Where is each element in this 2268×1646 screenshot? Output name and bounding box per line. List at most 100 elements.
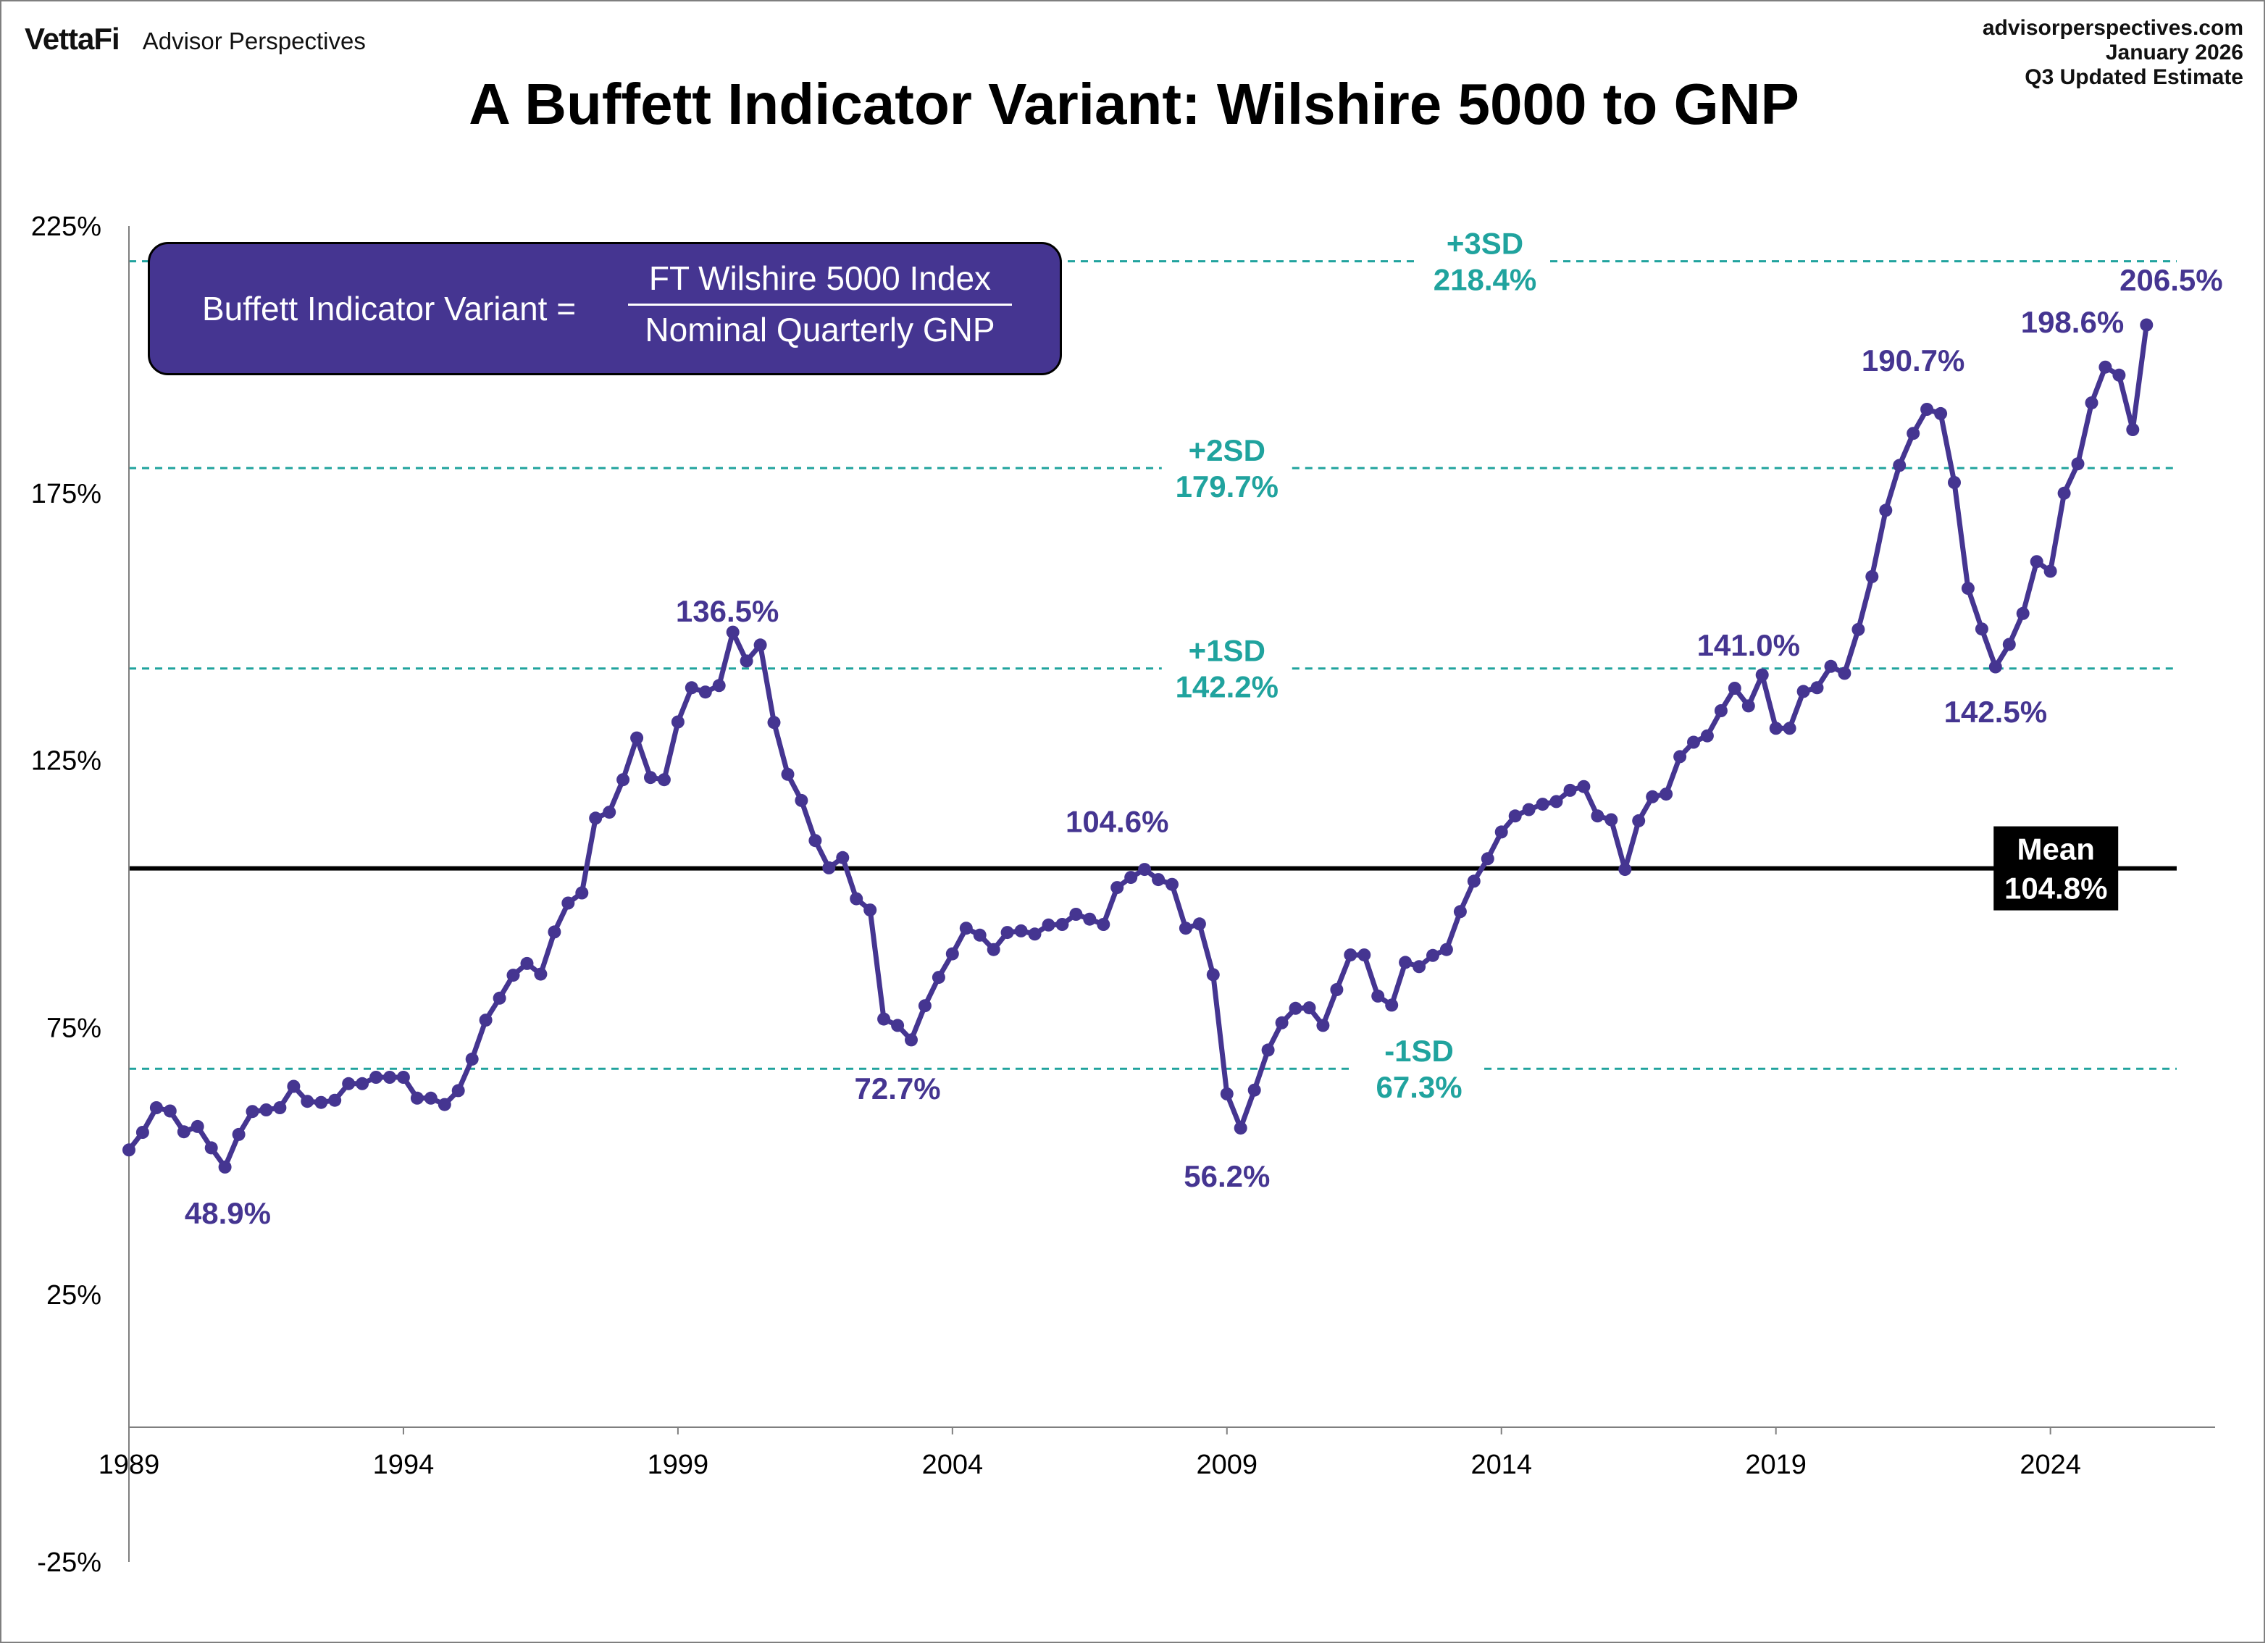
data-point bbox=[1783, 722, 1796, 735]
data-point bbox=[973, 928, 987, 942]
formula-box: Buffett Indicator Variant = FT Wilshire … bbox=[148, 242, 1062, 375]
data-point bbox=[1014, 924, 1028, 937]
sd-value-label: 179.7% bbox=[1176, 469, 1279, 504]
data-point bbox=[808, 834, 822, 848]
data-point bbox=[1166, 877, 1179, 891]
x-tick-label: 1994 bbox=[373, 1450, 435, 1480]
data-label: 104.6% bbox=[1066, 804, 1168, 838]
axes-layer: 225% 175% 125% 75% 25% -25% 1989 1994 1999 2004 20… bbox=[31, 212, 2215, 1578]
data-point bbox=[163, 1104, 177, 1118]
data-point bbox=[1385, 998, 1399, 1012]
data-point bbox=[369, 1071, 383, 1084]
data-point bbox=[2140, 318, 2154, 332]
data-label: 136.5% bbox=[676, 594, 779, 628]
data-point bbox=[905, 1033, 918, 1047]
data-point bbox=[204, 1141, 218, 1155]
y-tick-label: 75% bbox=[46, 1013, 101, 1043]
data-point bbox=[1508, 809, 1522, 823]
data-point bbox=[1399, 956, 1413, 969]
data-point bbox=[2071, 457, 2085, 471]
data-point bbox=[451, 1084, 465, 1098]
sd-label: +2SD bbox=[1189, 433, 1265, 467]
y-tick-label: -25% bbox=[37, 1547, 101, 1578]
data-label: 206.5% bbox=[2120, 263, 2222, 297]
formula-fraction: FT Wilshire 5000 Index Nominal Quarterly… bbox=[628, 259, 1012, 349]
y-tick-label: 175% bbox=[31, 479, 101, 509]
data-point bbox=[1810, 681, 1824, 695]
data-point bbox=[1453, 905, 1467, 919]
sd-label: +3SD bbox=[1447, 227, 1523, 261]
mean-value-label: 104.8% bbox=[2004, 872, 2107, 906]
report-date: January 2026 bbox=[2105, 41, 2243, 64]
data-point bbox=[2085, 396, 2098, 410]
data-point bbox=[1467, 874, 1481, 888]
data-point bbox=[1261, 1043, 1275, 1057]
x-tick-label: 2024 bbox=[2020, 1450, 2081, 1480]
x-tick-label: 2014 bbox=[1470, 1450, 1532, 1480]
data-point bbox=[1907, 427, 1920, 440]
data-point bbox=[822, 861, 836, 874]
data-point bbox=[932, 971, 945, 985]
data-point bbox=[644, 771, 657, 785]
data-point bbox=[1179, 922, 1192, 935]
formula-numerator: FT Wilshire 5000 Index bbox=[628, 259, 1012, 306]
data-point bbox=[863, 903, 877, 917]
data-point bbox=[191, 1119, 204, 1133]
data-point bbox=[1769, 722, 1783, 735]
data-point bbox=[383, 1071, 396, 1084]
y-tick-label: 225% bbox=[31, 212, 101, 242]
mean-label: Mean bbox=[2017, 832, 2095, 866]
data-point bbox=[1028, 927, 1042, 941]
data-point bbox=[1851, 622, 1865, 636]
data-point bbox=[1796, 685, 1810, 698]
data-point bbox=[259, 1103, 273, 1116]
mean-label-box bbox=[1993, 826, 2119, 911]
sd-label: -1SD bbox=[1384, 1034, 1454, 1068]
data-point bbox=[328, 1093, 342, 1107]
series-layer bbox=[122, 318, 2154, 1174]
x-tick-label: 2009 bbox=[1197, 1450, 1258, 1480]
data-point bbox=[356, 1077, 369, 1090]
brand: VettaFi Advisor Perspectives bbox=[25, 22, 366, 57]
data-point bbox=[1426, 948, 1439, 962]
vettafi-logo: VettaFi bbox=[25, 22, 120, 56]
data-point bbox=[959, 922, 973, 935]
data-point bbox=[314, 1095, 328, 1109]
x-tick-label: 2019 bbox=[1745, 1450, 1807, 1480]
data-point bbox=[410, 1091, 424, 1105]
data-point bbox=[671, 715, 685, 729]
data-point bbox=[630, 731, 644, 745]
data-point bbox=[2126, 423, 2140, 436]
data-point bbox=[2016, 606, 2030, 620]
data-point bbox=[740, 654, 753, 668]
data-point bbox=[603, 806, 616, 819]
data-point bbox=[1646, 790, 1660, 803]
data-point bbox=[1302, 1001, 1316, 1015]
data-point bbox=[122, 1143, 135, 1157]
data-point bbox=[1206, 968, 1220, 982]
site-url: advisorperspectives.com bbox=[1982, 16, 2243, 40]
data-point bbox=[548, 925, 561, 939]
data-point bbox=[1714, 704, 1728, 717]
brand-name: Advisor Perspectives bbox=[142, 28, 366, 54]
data-point bbox=[246, 1105, 259, 1119]
data-point bbox=[836, 851, 850, 864]
data-point bbox=[396, 1071, 410, 1084]
data-point bbox=[1755, 668, 1769, 682]
data-point bbox=[1192, 917, 1206, 931]
data-point bbox=[1838, 667, 1851, 680]
data-point bbox=[1920, 403, 1934, 416]
data-label: 141.0% bbox=[1697, 628, 1800, 662]
data-point bbox=[273, 1101, 287, 1114]
data-point bbox=[1660, 788, 1673, 801]
data-point bbox=[1618, 863, 1632, 877]
data-point bbox=[1604, 813, 1618, 827]
data-point bbox=[616, 773, 630, 787]
data-label: 48.9% bbox=[185, 1196, 271, 1230]
data-point bbox=[1055, 918, 1069, 931]
data-point bbox=[753, 638, 767, 652]
data-point bbox=[1549, 795, 1563, 809]
data-point bbox=[1234, 1121, 1247, 1135]
data-point bbox=[1275, 1016, 1289, 1029]
